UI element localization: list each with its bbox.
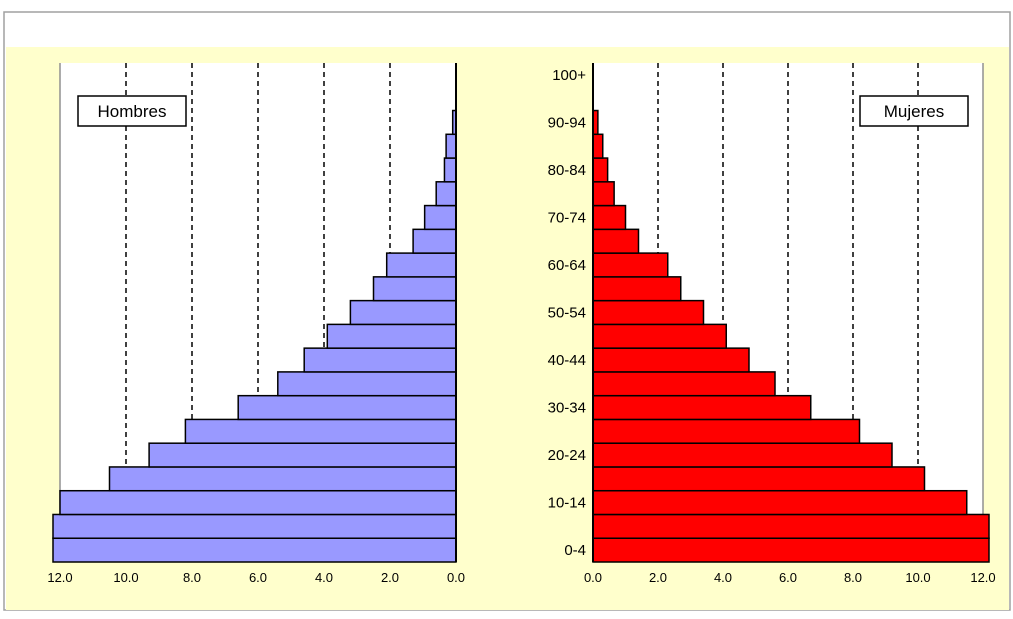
female-y-tick-label: 70-74	[548, 209, 586, 226]
female-bar	[592, 204, 627, 231]
female-bar	[592, 537, 990, 563]
female-legend-label: Mujeres	[884, 102, 944, 121]
female-y-tick-label: 50-54	[548, 305, 586, 322]
male-bar	[412, 228, 457, 254]
male-bar	[52, 537, 457, 563]
female-y-tick-label: 90-94	[548, 114, 586, 131]
male-x-tick-label: 4.0	[315, 570, 333, 585]
male-legend-label: Hombres	[98, 102, 167, 121]
male-bar	[349, 299, 457, 326]
female-x-tick-label: 0.0	[584, 570, 602, 585]
female-y-tick-label: 40-44	[548, 352, 586, 369]
female-bar	[592, 489, 968, 516]
male-bar	[326, 323, 457, 349]
female-chart: 0.0 2.0 4.0 6.0 8.0 10.0 12.0 0-4 10-14 20-24 30-3…	[548, 63, 996, 585]
female-x-tick-label: 6.0	[779, 570, 797, 585]
male-bar	[303, 347, 457, 373]
male-x-tick-label: 0.0	[447, 570, 465, 585]
male-x-tick-label: 10.0	[113, 570, 138, 585]
male-bar	[443, 157, 457, 183]
female-bar	[592, 442, 893, 468]
male-bar	[148, 442, 457, 468]
male-bar	[423, 204, 457, 231]
female-bar	[592, 466, 926, 492]
female-bar	[592, 181, 615, 207]
female-x-tick-label: 8.0	[844, 570, 862, 585]
female-bar	[592, 513, 990, 539]
female-bar	[592, 323, 727, 349]
female-bar	[592, 252, 669, 278]
female-y-tick-label: 80-84	[548, 162, 586, 179]
male-bar	[445, 133, 457, 159]
male-x-tick-label: 12.0	[47, 570, 72, 585]
female-y-tick-label: 0-4	[564, 542, 586, 559]
female-y-tick-label: 10-14	[548, 495, 586, 512]
male-x-tick-label: 6.0	[249, 570, 267, 585]
female-bar	[592, 157, 609, 183]
male-bar	[385, 252, 457, 278]
male-bar	[52, 513, 457, 539]
female-y-tick-label: 20-24	[548, 447, 586, 464]
male-bar	[108, 466, 457, 492]
male-bar	[237, 394, 457, 421]
female-bar	[592, 347, 750, 373]
female-x-tick-label: 4.0	[714, 570, 732, 585]
female-y-tick-label: 100+	[552, 67, 586, 84]
female-bar	[592, 371, 776, 397]
female-bar	[592, 299, 705, 326]
female-bar	[592, 394, 812, 421]
male-x-tick-label: 2.0	[381, 570, 399, 585]
female-bar	[592, 276, 682, 302]
male-x-tick-label: 8.0	[183, 570, 201, 585]
female-bar	[592, 228, 640, 254]
female-y-tick-label: 30-34	[548, 400, 586, 417]
female-legend-box	[859, 95, 969, 127]
male-bar	[372, 276, 457, 302]
female-bar	[592, 418, 861, 444]
female-x-tick-label: 12.0	[970, 570, 995, 585]
female-x-tick-label: 2.0	[649, 570, 667, 585]
male-bar	[59, 489, 457, 516]
female-bar	[592, 133, 604, 159]
female-x-tick-label: 10.0	[905, 570, 930, 585]
male-chart: 12.0 10.0 8.0 6.0 4.0 2.0 0.0 Hombres	[47, 63, 465, 585]
male-legend-box	[77, 95, 187, 127]
male-bar	[184, 418, 457, 444]
male-bar	[277, 371, 457, 397]
female-y-tick-label: 60-64	[548, 257, 586, 274]
male-bar	[435, 181, 457, 207]
